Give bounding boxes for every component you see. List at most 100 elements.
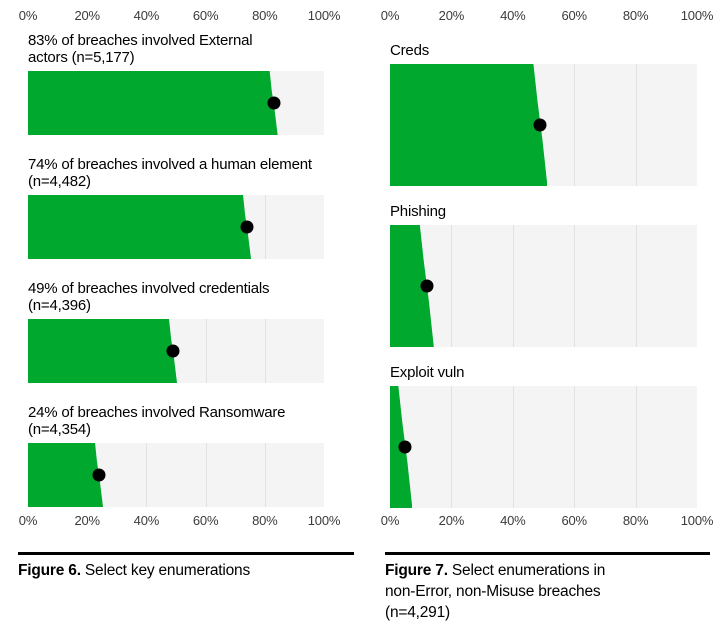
figure7-caption-text: Select enumerations in — [447, 562, 606, 579]
gridline — [512, 225, 514, 347]
axis-tick: 0% — [18, 8, 38, 23]
axis-tick: 20% — [438, 513, 465, 528]
bar-label-line: Exploit vuln — [390, 364, 465, 381]
axis-tick: 0% — [18, 513, 38, 528]
bar-label: 24% of breaches involved Ransomware (n=4… — [28, 404, 324, 438]
caption-line: Figure 6. Select key enumerations — [18, 560, 354, 581]
value-dot — [533, 118, 547, 132]
bar-fill — [28, 71, 278, 135]
gridline — [574, 64, 576, 186]
bar-label: Phishing — [390, 203, 697, 221]
axis-tick: 40% — [133, 513, 160, 528]
figure6-caption: Figure 6. Select key enumerations — [18, 552, 354, 581]
bar-row-ransomware: 24% of breaches involved Ransomware (n=4… — [28, 404, 324, 507]
figure6-top-axis: 0% 20% 40% 60% 80% 100% — [19, 8, 341, 26]
axis-tick: 100% — [307, 8, 341, 23]
charts-row: 0% 20% 40% 60% 80% 100% 83% of breaches … — [0, 8, 725, 531]
gridline — [264, 443, 266, 507]
axis-tick: 100% — [307, 513, 341, 528]
bar-track — [390, 386, 697, 508]
bar-label-line: Creds — [390, 42, 430, 59]
gridline — [512, 386, 514, 508]
bar-fill — [28, 319, 177, 383]
bar-row-credentials: 49% of breaches involved credentials (n=… — [28, 280, 324, 383]
bar-label-line: (n=4,396) — [28, 297, 91, 314]
bar-row-creds: Creds — [390, 42, 697, 186]
gridline — [451, 386, 453, 508]
caption-line: non-Error, non-Misuse breaches — [385, 583, 601, 600]
axis-tick: 80% — [252, 8, 278, 23]
axis-tick: 40% — [133, 8, 160, 23]
gridline — [635, 386, 637, 508]
bar-label-line: actors (n=5,177) — [28, 49, 135, 66]
gridline — [205, 319, 207, 383]
value-dot — [420, 279, 434, 293]
figure6-caption-label: Figure 6. — [18, 562, 81, 579]
bar-label: 83% of breaches involved External actors… — [28, 32, 324, 66]
bar-label-line: 83% of breaches involved External — [28, 32, 253, 49]
bar-label: 49% of breaches involved credentials (n=… — [28, 280, 324, 314]
figure7-bottom-axis: 0% 20% 40% 60% 80% 100% — [381, 513, 714, 531]
figure7-caption: Figure 7. Select enumerations in non-Err… — [385, 552, 710, 623]
gridline — [264, 319, 266, 383]
bar-label: 74% of breaches involved a human element… — [28, 156, 324, 190]
value-dot — [240, 220, 254, 234]
bar-row-human-element: 74% of breaches involved a human element… — [28, 156, 324, 259]
value-dot — [398, 440, 412, 454]
bar-fill — [28, 443, 103, 507]
bar-fill — [28, 195, 251, 259]
axis-tick: 40% — [500, 513, 526, 528]
bar-row-phishing: Phishing — [390, 203, 697, 347]
value-dot — [166, 344, 180, 358]
bar-track — [28, 319, 324, 383]
gridline — [574, 225, 576, 347]
bar-track — [390, 64, 697, 186]
bar-label-line: (n=4,482) — [28, 173, 91, 190]
axis-tick: 20% — [74, 8, 100, 23]
axis-tick: 100% — [680, 8, 714, 23]
axis-tick: 60% — [192, 513, 219, 528]
bar-label: Creds — [390, 42, 697, 60]
axis-tick: 60% — [561, 513, 587, 528]
bar-track — [28, 443, 324, 507]
figure6-bottom-axis: 0% 20% 40% 60% 80% 100% — [19, 513, 341, 531]
caption-line: Figure 7. Select enumerations in — [385, 560, 710, 581]
figure6-chart: 0% 20% 40% 60% 80% 100% 83% of breaches … — [19, 8, 341, 531]
figure6-caption-text: Select key enumerations — [80, 562, 251, 579]
gridline — [635, 225, 637, 347]
bar-label-line: 49% of breaches involved credentials — [28, 280, 270, 297]
figure7-caption-label: Figure 7. — [385, 562, 448, 579]
gridline — [451, 225, 453, 347]
figure7-chart: 0% 20% 40% 60% 80% 100% Creds — [381, 8, 714, 531]
axis-tick: 20% — [438, 8, 465, 23]
captions-row: Figure 6. Select key enumerations Figure… — [0, 552, 725, 623]
bar-row-exploit-vuln: Exploit vuln — [390, 364, 697, 508]
axis-tick: 40% — [500, 8, 526, 23]
bar-label-line: 74% of breaches involved a human element — [28, 156, 312, 173]
value-dot — [267, 96, 281, 110]
caption-line: (n=4,291) — [385, 604, 450, 621]
bar-label-line: 24% of breaches involved Ransomware — [28, 404, 286, 421]
bar-label-line: (n=4,354) — [28, 421, 91, 438]
gridline — [635, 64, 637, 186]
axis-tick: 80% — [622, 513, 649, 528]
axis-tick: 0% — [380, 8, 400, 23]
axis-tick: 80% — [252, 513, 278, 528]
gridline — [146, 443, 148, 507]
bar-fill — [390, 64, 547, 186]
bar-track — [28, 71, 324, 135]
axis-tick: 80% — [622, 8, 649, 23]
bar-label-line: Phishing — [390, 203, 446, 220]
axis-tick: 20% — [74, 513, 100, 528]
axis-tick: 60% — [192, 8, 219, 23]
bar-label: Exploit vuln — [390, 364, 697, 382]
bar-row-external-actors: 83% of breaches involved External actors… — [28, 32, 324, 135]
bar-track — [28, 195, 324, 259]
axis-tick: 100% — [680, 513, 714, 528]
gridline — [574, 386, 576, 508]
gridline — [205, 443, 207, 507]
axis-tick: 0% — [380, 513, 400, 528]
gridline — [264, 195, 266, 259]
figure7-top-axis: 0% 20% 40% 60% 80% 100% — [381, 8, 714, 26]
